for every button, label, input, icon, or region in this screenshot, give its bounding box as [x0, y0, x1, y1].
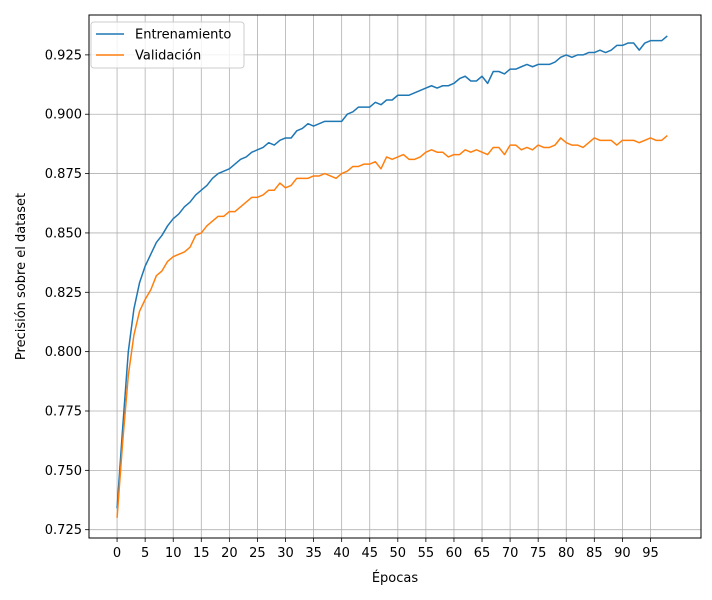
- plot-frame: [88, 14, 702, 539]
- x-axis-label: Épocas: [372, 570, 419, 586]
- x-tick-label: 85: [586, 546, 603, 561]
- series-lines: [116, 35, 668, 518]
- legend-box: [90, 21, 245, 69]
- x-tick-label: 35: [305, 546, 322, 561]
- y-tick-label: 0.850: [45, 226, 82, 241]
- x-tick-label: 10: [165, 546, 182, 561]
- grid: [89, 15, 701, 538]
- x-tick-label: 65: [474, 546, 491, 561]
- series-line-validacion: [116, 135, 668, 518]
- x-tick-label: 40: [333, 546, 350, 561]
- x-tick-label: 20: [221, 546, 238, 561]
- y-axis-ticks: 0.725 0.750 0.775 0.800 0.825 0.850 0.875 0.900…: [45, 48, 89, 538]
- x-tick-label: 60: [446, 546, 463, 561]
- x-tick-label: 75: [530, 546, 547, 561]
- x-tick-label: 70: [502, 546, 519, 561]
- x-tick-label: 95: [642, 546, 659, 561]
- x-tick-label: 30: [277, 546, 294, 561]
- y-tick-label: 0.875: [45, 167, 82, 182]
- x-axis-ticks: 0 5 10 15 20 25 30 35 40 45 50 55 60 65 70 75 80 85 90 95: [113, 538, 659, 561]
- y-tick-label: 0.900: [45, 108, 82, 123]
- y-tick-label: 0.775: [45, 404, 82, 419]
- y-tick-label: 0.825: [45, 286, 82, 301]
- y-tick-label: 0.725: [45, 523, 82, 538]
- x-tick-label: 45: [361, 546, 378, 561]
- x-tick-label: 90: [614, 546, 631, 561]
- y-tick-label: 0.750: [45, 464, 82, 479]
- x-tick-label: 0: [113, 546, 121, 561]
- x-tick-label: 25: [249, 546, 266, 561]
- y-tick-label: 0.925: [45, 48, 82, 63]
- legend: Entrenamiento Validación: [90, 21, 245, 69]
- x-tick-label: 5: [141, 546, 149, 561]
- series-line-entrenamiento: [116, 35, 668, 509]
- x-tick-label: 55: [418, 546, 435, 561]
- x-tick-label: 80: [558, 546, 575, 561]
- x-tick-label: 50: [390, 546, 407, 561]
- y-axis-label: Precisión sobre el dataset: [14, 193, 29, 360]
- y-tick-label: 0.800: [45, 345, 82, 360]
- x-tick-label: 15: [193, 546, 210, 561]
- legend-entry-entrenamiento: Entrenamiento: [135, 28, 231, 43]
- legend-entry-validacion: Validación: [135, 49, 201, 64]
